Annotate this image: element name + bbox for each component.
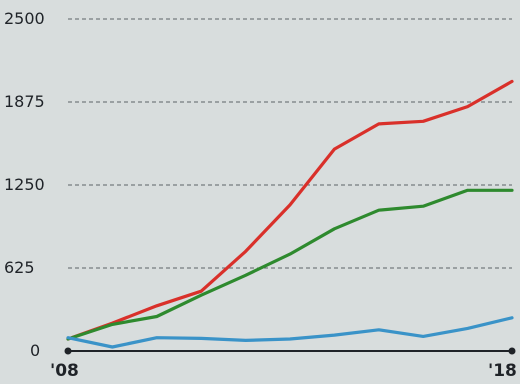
x-axis-end-dot	[508, 347, 516, 355]
y-tick-label-1875: 1875	[4, 92, 45, 111]
series-layer	[66, 79, 514, 349]
y-tick-label-625: 625	[4, 258, 35, 277]
series-line-2	[66, 188, 514, 341]
x-tick-label-08: '08	[50, 361, 79, 381]
x-axis-start-dot	[64, 347, 72, 355]
y-tick-label-1250: 1250	[4, 175, 45, 194]
y-tick-label-0: 0	[30, 341, 40, 360]
x-tick-labels: '08 '18	[50, 361, 517, 381]
grid-layer	[68, 18, 512, 269]
x-tick-label-18: '18	[488, 361, 517, 381]
series-line-3	[66, 316, 514, 349]
y-tick-labels: 2500 1875 1250 625 0	[4, 9, 45, 360]
series-line-1	[66, 79, 514, 341]
y-tick-label-2500: 2500	[4, 9, 45, 28]
x-axis	[64, 347, 516, 355]
